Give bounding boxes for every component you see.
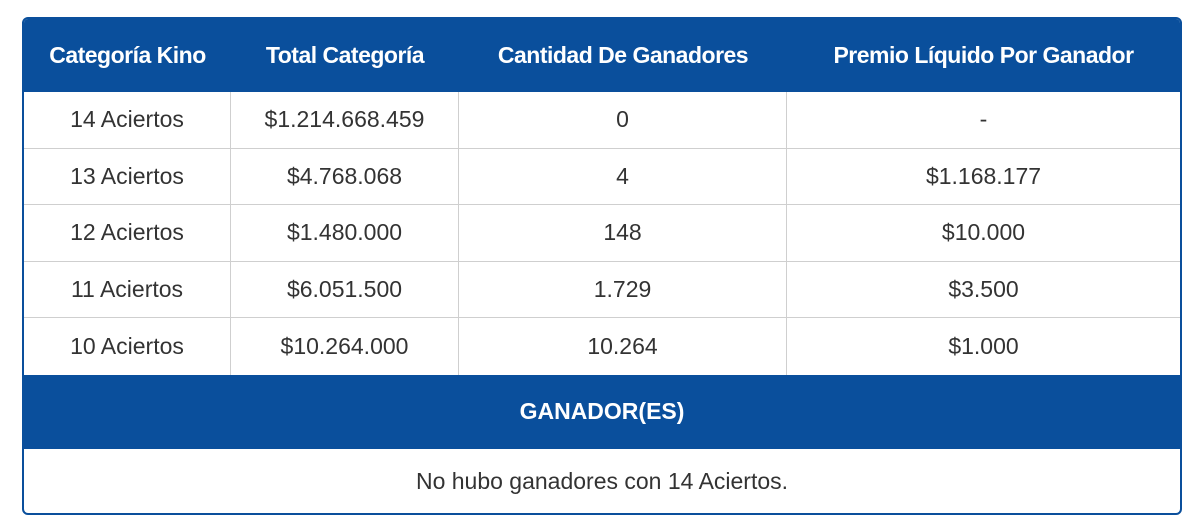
total-category-cell: $1.214.668.459 <box>231 92 459 148</box>
net-prize-cell: $10.000 <box>941 219 1026 246</box>
total-category-cell: $1.480.000 <box>231 205 459 261</box>
total-category-cell: $6.051.500 <box>231 261 459 318</box>
header-category: Categoría Kino <box>49 42 206 68</box>
table-header: Categoría Kino Total Categoría Cantidad … <box>24 19 1180 92</box>
header-net-prize: Premio Líquido Por Ganador <box>833 42 1134 68</box>
winners-section-title: GANADOR(ES) <box>24 374 1180 449</box>
category-cell: 13 Aciertos <box>24 148 231 205</box>
header-winners-count: Cantidad De Ganadores <box>497 42 749 68</box>
category-cell: 10 Aciertos <box>24 318 231 375</box>
winners-count-cell: 10.264 <box>459 318 787 375</box>
table-row: 14 Aciertos $1.214.668.459 0 - <box>24 92 1180 149</box>
table-row: 11 Aciertos $6.051.500 1.729 $3.500 <box>24 261 1180 319</box>
prize-results-table: Categoría Kino Total Categoría Cantidad … <box>22 17 1182 515</box>
winners-count-cell: 1.729 <box>459 261 787 318</box>
winners-count-cell: 0 <box>459 92 787 148</box>
category-cell: 12 Aciertos <box>24 205 231 261</box>
table-row: 10 Aciertos $10.264.000 10.264 $1.000 <box>24 318 1180 375</box>
winners-count-cell: 148 <box>459 205 787 261</box>
net-prize-cell: - <box>979 106 988 133</box>
total-category-cell: $4.768.068 <box>231 148 459 205</box>
category-cell: 14 Aciertos <box>24 92 231 148</box>
winners-message: No hubo ganadores con 14 Aciertos. <box>415 468 789 495</box>
table-row: 12 Aciertos $1.480.000 148 $10.000 <box>24 205 1180 262</box>
total-category-cell: $10.264.000 <box>231 318 459 375</box>
table-row: 13 Aciertos $4.768.068 4 $1.168.177 <box>24 148 1180 206</box>
header-total-category: Total Categoría <box>265 42 425 68</box>
net-prize-cell: $1.168.177 <box>925 162 1042 189</box>
winners-count-cell: 4 <box>459 148 787 205</box>
category-cell: 11 Aciertos <box>24 261 231 318</box>
net-prize-cell: $1.000 <box>948 333 1019 360</box>
net-prize-cell: $3.500 <box>948 276 1019 303</box>
